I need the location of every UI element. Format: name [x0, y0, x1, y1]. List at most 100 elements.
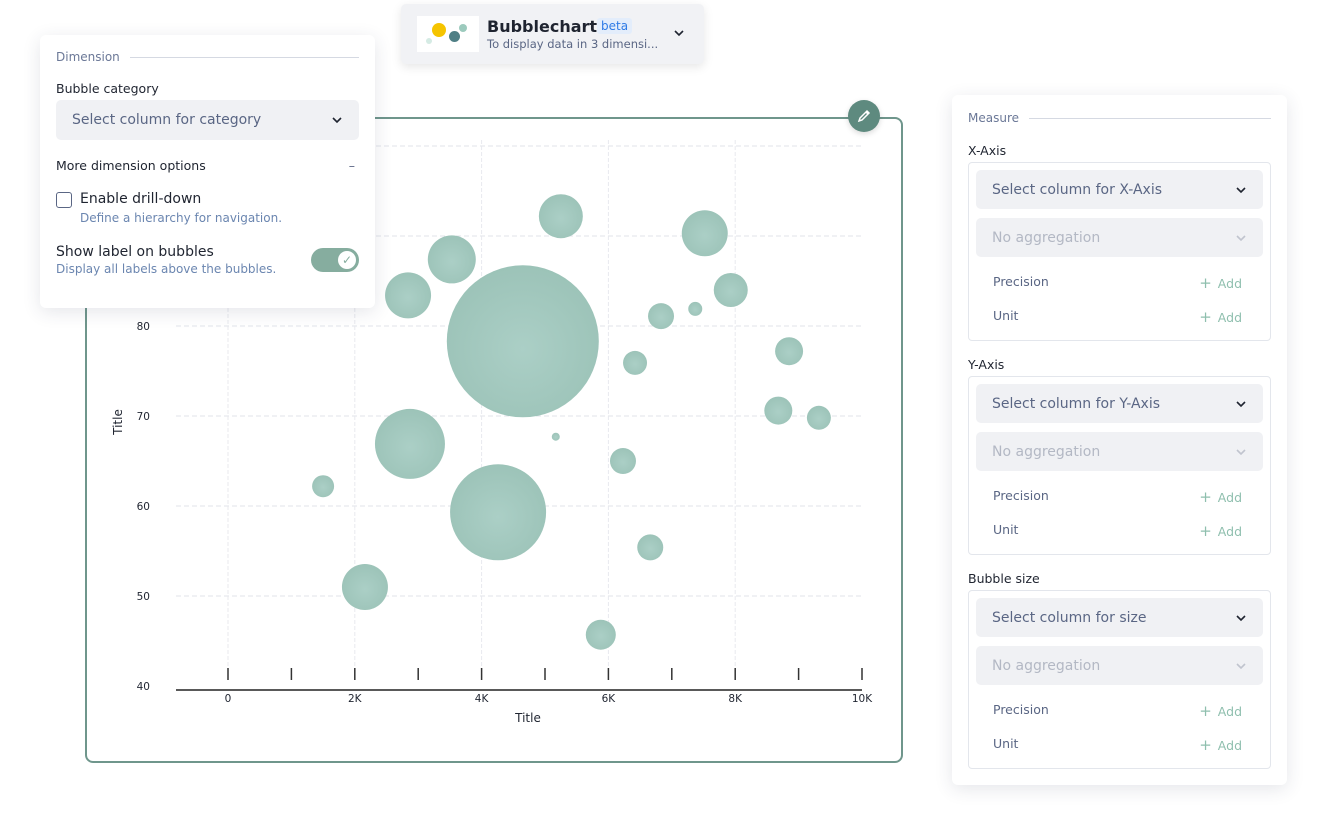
drilldown-label: Enable drill-down	[80, 191, 202, 207]
add-label: Add	[1217, 704, 1242, 719]
bubble-size-precision-row: Precision + Add	[993, 702, 1242, 720]
y-tick-label: 50	[137, 591, 150, 603]
precision-label: Precision	[993, 702, 1049, 717]
y-axis-aggregation-select[interactable]: No aggregation	[976, 432, 1263, 471]
bubble	[806, 405, 831, 430]
x-tick-label: 6K	[602, 693, 617, 705]
x-axis-precision-row: Precision + Add	[993, 274, 1242, 292]
x-axis-aggregation-select[interactable]: No aggregation	[976, 218, 1263, 257]
y-axis-title: Title	[111, 409, 125, 436]
y-tick-label: 70	[137, 411, 150, 423]
bubble	[427, 235, 476, 284]
y-axis-aggregation-value: No aggregation	[992, 443, 1101, 460]
y-axis-unit-row: Unit + Add	[993, 522, 1242, 540]
x-axis-settings: Select column for X-Axis No aggregation Pr…	[968, 162, 1271, 341]
bubble-size-unit-row: Unit + Add	[993, 736, 1242, 754]
measure-panel: Measure X-Axis Select column for X-Axis No…	[952, 95, 1287, 785]
chart-type-description: To display data in 3 dimensi...	[487, 37, 659, 51]
chevron-down-icon	[332, 117, 342, 124]
drilldown-description: Define a hierarchy for navigation.	[80, 211, 283, 225]
x-tick-label: 2K	[348, 693, 363, 705]
y-tick-label: 60	[137, 501, 150, 513]
bubble	[713, 273, 748, 307]
bubble	[609, 448, 636, 474]
precision-label: Precision	[993, 488, 1049, 503]
chevron-down-icon	[674, 30, 684, 37]
drilldown-checkbox[interactable]	[56, 192, 72, 208]
divider	[129, 56, 359, 58]
show-label-title: Show label on bubbles	[56, 244, 214, 260]
bubble	[688, 301, 703, 316]
bubble	[648, 303, 675, 330]
x-tick-label: 4K	[475, 693, 490, 705]
measure-section-title: Measure	[968, 111, 1019, 125]
x-tick-label: 8K	[728, 693, 743, 705]
precision-add-button[interactable]: + Add	[1199, 702, 1242, 720]
plus-icon: +	[1199, 488, 1212, 506]
show-label-toggle[interactable]: ✓	[311, 248, 359, 272]
bubble-size-aggregation-value: No aggregation	[992, 657, 1101, 674]
pencil-icon	[857, 109, 871, 123]
bubble	[623, 350, 648, 375]
bubble-size-label: Bubble size	[968, 571, 1040, 586]
x-axis-aggregation-value: No aggregation	[992, 229, 1101, 246]
chevron-down-icon	[1236, 186, 1246, 193]
bubble	[764, 396, 793, 425]
x-axis-title: Title	[514, 711, 541, 725]
x-axis-select-placeholder: Select column for X-Axis	[992, 181, 1163, 198]
dimension-panel: Dimension Bubble category Select column …	[40, 35, 375, 308]
y-axis-precision-row: Precision + Add	[993, 488, 1242, 506]
edit-chart-button[interactable]	[848, 100, 880, 132]
show-label-description: Display all labels above the bubbles.	[56, 262, 277, 276]
x-axis-label: X-Axis	[968, 143, 1007, 158]
add-label: Add	[1217, 490, 1242, 505]
bubble	[312, 475, 335, 498]
unit-add-button[interactable]: + Add	[1199, 736, 1242, 754]
divider	[1029, 117, 1271, 119]
add-label: Add	[1217, 310, 1242, 325]
unit-label: Unit	[993, 308, 1019, 323]
y-axis-column-select[interactable]: Select column for Y-Axis	[976, 384, 1263, 423]
add-label: Add	[1217, 738, 1242, 753]
bubble	[637, 534, 664, 561]
bubble	[385, 272, 432, 319]
unit-label: Unit	[993, 736, 1019, 751]
x-axis-column-select[interactable]: Select column for X-Axis	[976, 170, 1263, 209]
plus-icon: +	[1199, 308, 1212, 326]
bubble-size-column-select[interactable]: Select column for size	[976, 598, 1263, 637]
chevron-down-icon	[1236, 614, 1246, 621]
add-label: Add	[1217, 276, 1242, 291]
plus-icon: +	[1199, 274, 1212, 292]
x-axis-unit-row: Unit + Add	[993, 308, 1242, 326]
x-tick-label: 0	[225, 693, 232, 705]
precision-add-button[interactable]: + Add	[1199, 274, 1242, 292]
more-dimension-options-toggle[interactable]: More dimension options –	[56, 158, 355, 173]
bubble	[341, 564, 388, 610]
plus-icon: +	[1199, 702, 1212, 720]
bubble-size-aggregation-select[interactable]: No aggregation	[976, 646, 1263, 685]
plus-icon: +	[1199, 522, 1212, 540]
unit-add-button[interactable]: + Add	[1199, 308, 1242, 326]
chart-type-picker[interactable]: Bubblechart beta To display data in 3 di…	[401, 4, 704, 64]
bubble-size-settings: Select column for size No aggregation Prec…	[968, 590, 1271, 769]
bubble	[450, 464, 547, 561]
precision-add-button[interactable]: + Add	[1199, 488, 1242, 506]
bubble	[775, 337, 804, 366]
unit-add-button[interactable]: + Add	[1199, 522, 1242, 540]
beta-badge: beta	[597, 18, 633, 34]
y-axis-label: Y-Axis	[968, 357, 1005, 372]
category-select[interactable]: Select column for category	[56, 100, 359, 140]
plus-icon: +	[1199, 736, 1212, 754]
collapse-icon: –	[348, 158, 355, 173]
x-tick-label: 10K	[852, 693, 873, 705]
category-select-placeholder: Select column for category	[72, 112, 262, 128]
bubble	[374, 408, 445, 479]
add-label: Add	[1217, 524, 1242, 539]
chart-type-title: Bubblechart	[487, 17, 598, 36]
y-axis-settings: Select column for Y-Axis No aggregation Pr…	[968, 376, 1271, 555]
y-tick-label: 40	[137, 681, 150, 693]
y-axis-select-placeholder: Select column for Y-Axis	[992, 395, 1161, 412]
y-tick-label: 80	[137, 321, 150, 333]
chevron-down-icon	[1236, 662, 1246, 669]
